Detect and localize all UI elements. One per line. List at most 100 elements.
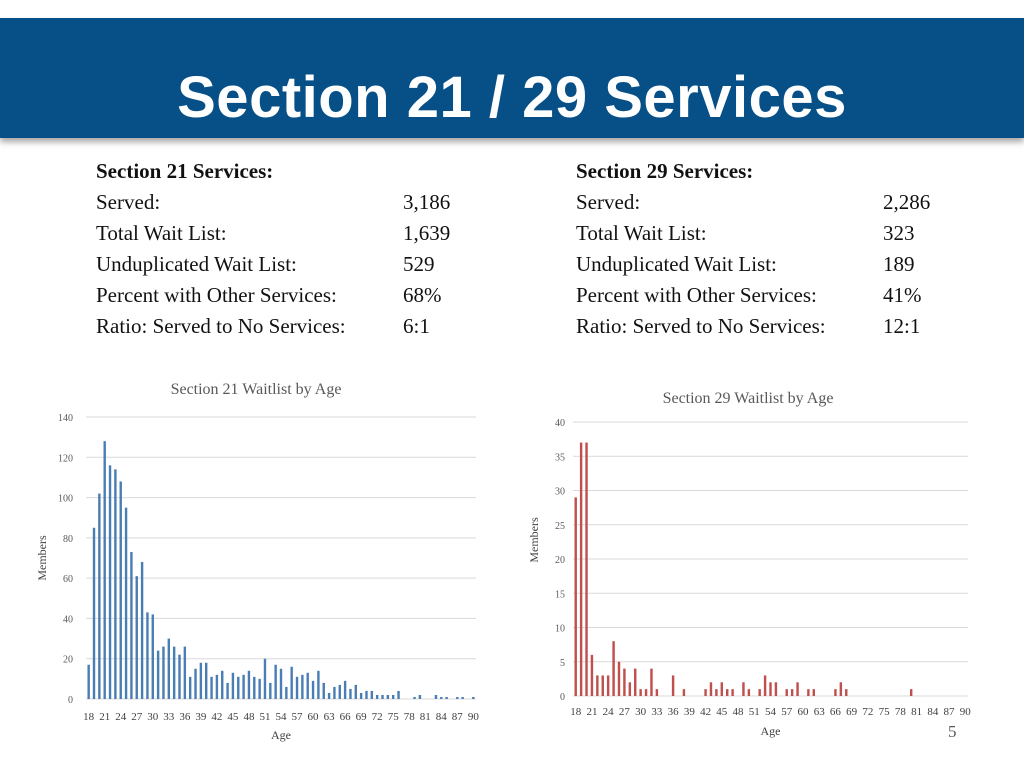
- stat-value: 12:1: [883, 314, 921, 338]
- s21-bar: [92, 527, 96, 699]
- s21-bar: [215, 674, 219, 699]
- stat-row: Unduplicated Wait List: 189: [576, 249, 956, 280]
- s21-bar: [114, 469, 117, 699]
- s29-x-axis-label: Age: [761, 724, 781, 738]
- stat-row: Served: 3,186: [96, 187, 476, 218]
- stat-value: 68%: [403, 283, 442, 307]
- s21-bar: [108, 465, 112, 699]
- s21-bar: [386, 694, 390, 699]
- s29-x-tick-label: 51: [749, 706, 760, 718]
- s21-y-tick-label: 140: [58, 413, 73, 424]
- s29-x-tick-label: 69: [846, 706, 858, 718]
- s29-bar: [596, 675, 599, 696]
- stat-value: 323: [883, 221, 915, 245]
- s29-chart-title: Section 29 Waitlist by Age: [663, 390, 834, 407]
- s29-x-tick-label: 81: [911, 706, 922, 718]
- s21-x-tick-label: 66: [340, 711, 352, 723]
- s21-x-tick-label: 72: [372, 711, 383, 723]
- s21-bar: [290, 666, 293, 699]
- s29-x-tick-label: 84: [927, 706, 939, 718]
- s21-bar: [103, 441, 106, 699]
- s21-bar: [456, 696, 459, 699]
- stat-row: Unduplicated Wait List: 529: [96, 249, 476, 280]
- s29-x-tick-label: 18: [570, 706, 582, 718]
- s29-y-tick-label: 35: [555, 452, 565, 463]
- s29-y-tick-label: 15: [555, 589, 565, 600]
- s29-y-tick-label: 5: [560, 658, 565, 669]
- s21-bar: [167, 638, 171, 699]
- section-29-heading: Section 29 Services:: [576, 159, 754, 183]
- s29-x-tick-label: 60: [797, 706, 809, 718]
- s29-y-tick-label: 20: [555, 555, 565, 566]
- s29-bar: [720, 682, 724, 696]
- s29-bar: [639, 689, 642, 696]
- s21-bar: [140, 562, 144, 699]
- s21-x-tick-label: 24: [115, 711, 127, 723]
- s21-y-axis-label: Members: [35, 535, 49, 581]
- s29-x-tick-label: 90: [960, 706, 972, 718]
- stat-row: Percent with Other Services: 41%: [576, 280, 956, 311]
- s21-bar: [343, 680, 347, 699]
- s21-bar: [322, 682, 325, 699]
- s29-bar: [628, 682, 632, 696]
- s29-bar: [747, 689, 751, 696]
- stat-label: Total Wait List:: [576, 221, 707, 245]
- s21-bar: [295, 676, 299, 699]
- s21-bar: [188, 676, 192, 699]
- s29-bar: [590, 654, 594, 696]
- s21-y-tick-label: 40: [63, 614, 73, 625]
- s21-chart-title: Section 21 Waitlist by Age: [171, 381, 342, 398]
- s29-x-tick-label: 45: [716, 706, 728, 718]
- s21-bar: [375, 694, 379, 699]
- s21-bar: [226, 682, 229, 699]
- s21-bar: [381, 694, 384, 699]
- s29-bar: [650, 668, 653, 696]
- s29-bar: [704, 689, 707, 696]
- s29-x-tick-label: 75: [879, 706, 891, 718]
- s21-x-tick-label: 33: [163, 711, 175, 723]
- s21-x-tick-label: 27: [131, 711, 143, 723]
- s29-x-tick-label: 27: [619, 706, 631, 718]
- stat-value: 41%: [883, 283, 922, 307]
- s29-bar: [725, 689, 729, 696]
- section-29-stats: Section 29 Services: Served: 2,286 Total …: [576, 156, 956, 342]
- s21-x-tick-label: 18: [83, 711, 95, 723]
- s29-bar: [655, 689, 659, 696]
- s21-bar: [98, 493, 101, 699]
- s21-bar: [333, 686, 336, 699]
- s21-bar: [242, 674, 245, 699]
- stat-value: 189: [883, 252, 915, 276]
- s29-bar: [606, 675, 610, 696]
- s29-y-tick-label: 0: [560, 692, 565, 703]
- s29-bar: [834, 689, 837, 696]
- s21-bar: [253, 676, 256, 699]
- s21-bar: [306, 672, 309, 699]
- stat-label: Unduplicated Wait List:: [96, 252, 297, 276]
- s21-bar: [445, 696, 448, 699]
- s29-y-tick-label: 10: [555, 624, 565, 635]
- s21-bar: [231, 672, 235, 699]
- s29-x-tick-label: 57: [781, 706, 793, 718]
- s21-bar: [370, 690, 374, 699]
- s21-bar: [119, 481, 122, 699]
- s29-bar: [682, 689, 686, 696]
- s21-y-tick-label: 60: [63, 574, 73, 585]
- s21-x-tick-label: 75: [388, 711, 400, 723]
- s29-bar: [617, 661, 621, 696]
- stat-row: Total Wait List: 323: [576, 218, 956, 249]
- s29-x-tick-label: 30: [635, 706, 647, 718]
- s21-x-tick-label: 48: [243, 711, 255, 723]
- s21-bar: [124, 507, 128, 699]
- s21-x-tick-label: 36: [179, 711, 191, 723]
- s29-bar: [742, 682, 745, 696]
- s21-x-axis-label: Age: [271, 728, 291, 742]
- stat-label: Served:: [576, 190, 641, 214]
- page-title: Section 21 / 29 Services: [177, 65, 847, 130]
- s21-x-tick-label: 51: [259, 711, 270, 723]
- s29-x-tick-label: 21: [586, 706, 597, 718]
- s21-bar: [472, 696, 475, 699]
- s29-bar: [909, 689, 913, 696]
- s29-bar: [715, 689, 718, 696]
- s29-bar: [785, 689, 788, 696]
- stat-row: Percent with Other Services: 68%: [96, 280, 476, 311]
